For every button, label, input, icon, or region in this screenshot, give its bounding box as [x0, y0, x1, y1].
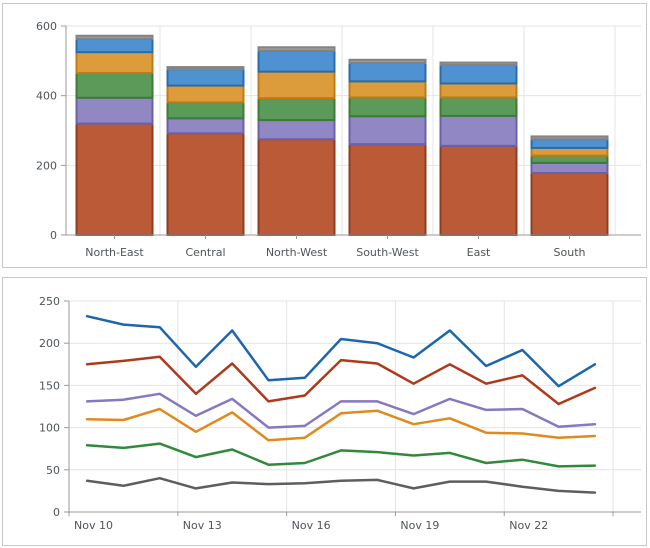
bar-segment-series-2-purple-5[interactable]: [530, 161, 609, 174]
y-tick-label: 100: [39, 422, 60, 435]
bar-segment-series-4-orange-2[interactable]: [257, 70, 336, 100]
line-chart: 0 50 100 150 200 250 Nov 10 Nov 13 Nov 16 Nov 19 N…: [39, 295, 641, 532]
x-tick-label-1: Nov 13: [183, 519, 222, 532]
line-series-red[interactable]: [85, 355, 597, 406]
bar-segment-series-6-gray-1[interactable]: [166, 66, 245, 71]
bar-segment-series-1-rust-0[interactable]: [75, 122, 154, 236]
x-tick-label-0: Nov 10: [74, 519, 113, 532]
x-tick-label-4: Nov 22: [509, 519, 548, 532]
bar-segment-series-3-green-2[interactable]: [257, 97, 336, 122]
y-tick-label: 250: [39, 295, 60, 308]
y-tick-label: 600: [36, 20, 57, 33]
bar-segment-series-3-green-0[interactable]: [75, 72, 154, 99]
stacked-bar-chart: North-East Central North-West South-West Eas…: [36, 20, 641, 259]
bar-segment-series-6-gray-2[interactable]: [257, 46, 336, 52]
x-axis-label-5: South: [554, 246, 586, 259]
bar-segment-series-4-orange-5[interactable]: [530, 146, 609, 157]
bar-segment-series-2-purple-3[interactable]: [348, 115, 427, 146]
bar-segment-series-2-purple-1[interactable]: [166, 117, 245, 135]
line-series-blue[interactable]: [85, 314, 597, 388]
line-series-gray[interactable]: [85, 476, 597, 494]
bar-segment-series-1-rust-3[interactable]: [348, 143, 427, 237]
bar-segment-series-5-blue-3[interactable]: [348, 61, 427, 83]
bar-segment-series-4-orange-3[interactable]: [348, 80, 427, 99]
bar-segment-series-4-orange-0[interactable]: [75, 51, 154, 75]
bar-segment-series-1-rust-2[interactable]: [257, 138, 336, 236]
bar-segment-series-2-purple-0[interactable]: [75, 96, 154, 125]
bar-segment-series-3-green-3[interactable]: [348, 96, 427, 118]
line-series-purple[interactable]: [85, 392, 597, 429]
y-tick-label: 0: [50, 229, 57, 242]
bar-segment-series-4-orange-1[interactable]: [166, 84, 245, 104]
x-axis-label-2: North-West: [266, 246, 328, 259]
y-tick-label: 200: [36, 159, 57, 172]
bar-segment-series-6-gray-3[interactable]: [348, 58, 427, 64]
bar-segment-series-3-green-1[interactable]: [166, 101, 245, 120]
bar-segment-series-2-purple-4[interactable]: [439, 114, 518, 147]
bar-segment-series-5-blue-0[interactable]: [75, 37, 154, 54]
x-axis-label-1: Central: [185, 246, 225, 259]
x-axis-label-3: South-West: [356, 246, 419, 259]
bar-segment-series-6-gray-0[interactable]: [75, 34, 154, 40]
line-series-green[interactable]: [85, 442, 597, 468]
x-tick-label-3: Nov 19: [400, 519, 439, 532]
bar-segment-series-3-green-4[interactable]: [439, 96, 518, 117]
bar-segment-series-5-blue-4[interactable]: [439, 64, 518, 85]
bar-segment-series-1-rust-1[interactable]: [166, 132, 245, 236]
x-axis-label-0: North-East: [85, 246, 144, 259]
bar-segment-series-4-orange-4[interactable]: [439, 82, 518, 99]
bar-segment-series-1-rust-4[interactable]: [439, 144, 518, 236]
y-tick-label: 0: [53, 506, 60, 519]
line-chart-panel: 0 50 100 150 200 250 Nov 10 Nov 13 Nov 16 Nov 19 N…: [2, 277, 647, 546]
bar-segment-series-5-blue-1[interactable]: [166, 68, 245, 87]
y-tick-label: 400: [36, 90, 57, 103]
bar-segment-series-6-gray-4[interactable]: [439, 61, 518, 67]
bar-segment-series-5-blue-2[interactable]: [257, 49, 336, 73]
line-series-orange[interactable]: [85, 407, 597, 442]
x-axis-label-4: East: [467, 246, 491, 259]
bar-segment-series-6-gray-5[interactable]: [530, 135, 609, 141]
bar-segment-series-3-green-5[interactable]: [530, 154, 609, 164]
x-tick-label-2: Nov 16: [292, 519, 331, 532]
bar-segment-series-2-purple-2[interactable]: [257, 119, 336, 141]
y-tick-label: 150: [39, 379, 60, 392]
y-tick-label: 200: [39, 337, 60, 350]
y-tick-label: 50: [46, 464, 60, 477]
stacked-bar-chart-panel: North-East Central North-West South-West Eas…: [2, 3, 647, 268]
bar-segment-series-5-blue-5[interactable]: [530, 138, 609, 149]
bar-segment-series-1-rust-5[interactable]: [530, 171, 609, 237]
